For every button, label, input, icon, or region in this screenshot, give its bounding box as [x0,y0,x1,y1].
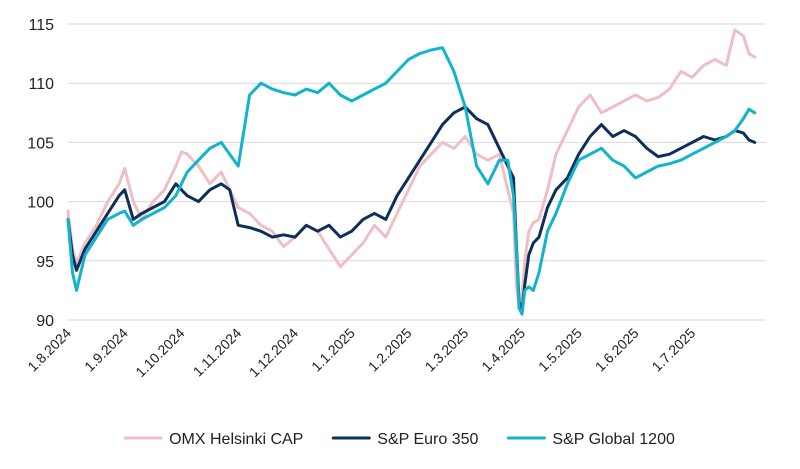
y-tick-label: 100 [27,195,54,212]
series-line-0 [66,28,757,310]
x-tick-label: 1.6.2025 [592,325,642,375]
legend-label: S&P Euro 350 [377,431,478,448]
x-tick-label: 1.1.2025 [308,325,358,375]
x-tick-label: 1.11.2024 [190,325,245,380]
y-tick-label: 105 [27,135,54,152]
x-tick-label: 1.8.2024 [24,325,74,375]
x-tick-label: 1.3.2025 [422,325,472,375]
legend-item-1: S&P Euro 350 [331,431,479,448]
y-tick-label: 90 [36,313,54,330]
series-lines [66,28,757,316]
x-axis: 1.8.2024 1.9.2024 1.10.2024 1.11.2024 1.12.2… [24,325,698,381]
y-axis: 90 95 100 105 110 115 [27,17,54,330]
y-tick-label: 95 [36,254,54,271]
x-tick-label: 1.9.2024 [81,325,131,375]
legend-label: S&P Global 1200 [552,431,675,448]
y-tick-label: 110 [28,76,54,93]
legend-label: OMX Helsinki CAP [169,431,303,448]
x-tick-label: 1.10.2024 [132,325,188,381]
x-tick-label: 1.7.2025 [648,325,698,375]
x-tick-label: 1.5.2025 [535,325,585,375]
y-tick-label: 115 [28,17,54,34]
legend-item-2: S&P Global 1200 [506,431,675,448]
x-tick-label: 1.4.2025 [478,325,528,375]
legend-item-0: OMX Helsinki CAP [123,431,303,448]
series-line-2 [66,46,757,316]
x-tick-label: 1.2.2025 [365,325,415,375]
legend: OMX Helsinki CAP S&P Euro 350 S&P Global 1… [123,431,675,448]
x-tick-label: 1.12.2024 [246,325,302,381]
gridlines [68,23,766,321]
series-line-1 [66,105,757,312]
